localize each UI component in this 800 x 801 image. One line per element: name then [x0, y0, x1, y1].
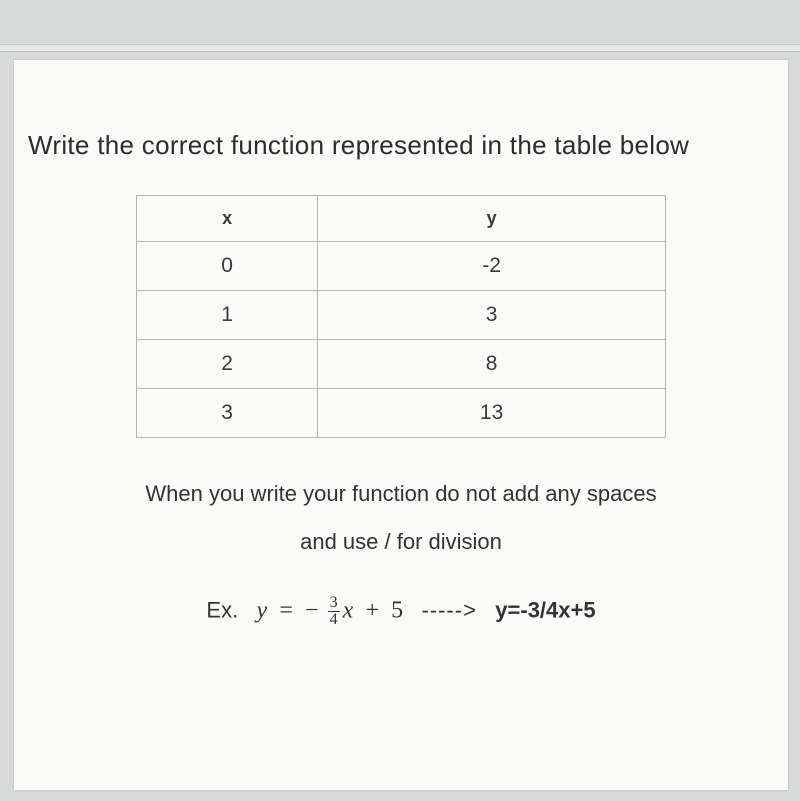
cell-x: 2: [137, 340, 318, 389]
fraction: 3 4: [328, 595, 340, 628]
example-line: Ex. y = − 3 4 x + 5 -----> y=-3/4x+5: [28, 595, 774, 628]
question-text: Write the correct function represented i…: [28, 130, 774, 161]
fraction-den: 4: [328, 612, 340, 628]
cell-y: -2: [318, 242, 666, 291]
arrow: ----->: [421, 597, 476, 622]
top-divider: [0, 44, 800, 52]
cell-y: 3: [318, 291, 666, 340]
col-header-y: y: [318, 196, 666, 242]
cell-x: 0: [137, 242, 318, 291]
fraction-num: 3: [328, 595, 340, 612]
example-y: y: [257, 597, 268, 623]
table-row: 0 -2: [137, 242, 666, 291]
table-row: 2 8: [137, 340, 666, 389]
table-header-row: x y: [137, 196, 666, 242]
col-header-x: x: [137, 196, 318, 242]
table-row: 3 13: [137, 389, 666, 438]
example-rhs: y=-3/4x+5: [495, 597, 595, 622]
const-5: 5: [391, 597, 403, 623]
minus-sign: −: [305, 597, 319, 623]
hint-block: When you write your function do not add …: [28, 470, 774, 567]
example-x: x: [343, 597, 354, 623]
table-row: 1 3: [137, 291, 666, 340]
cell-x: 3: [137, 389, 318, 438]
worksheet-page: Write the correct function represented i…: [14, 60, 788, 790]
cell-y: 8: [318, 340, 666, 389]
hint-line-2: and use / for division: [28, 518, 774, 566]
example-prefix: Ex.: [206, 597, 238, 622]
data-table: x y 0 -2 1 3 2 8 3 13: [136, 195, 666, 438]
hint-line-1: When you write your function do not add …: [28, 470, 774, 518]
cell-y: 13: [318, 389, 666, 438]
cell-x: 1: [137, 291, 318, 340]
plus-sign: +: [365, 597, 379, 623]
